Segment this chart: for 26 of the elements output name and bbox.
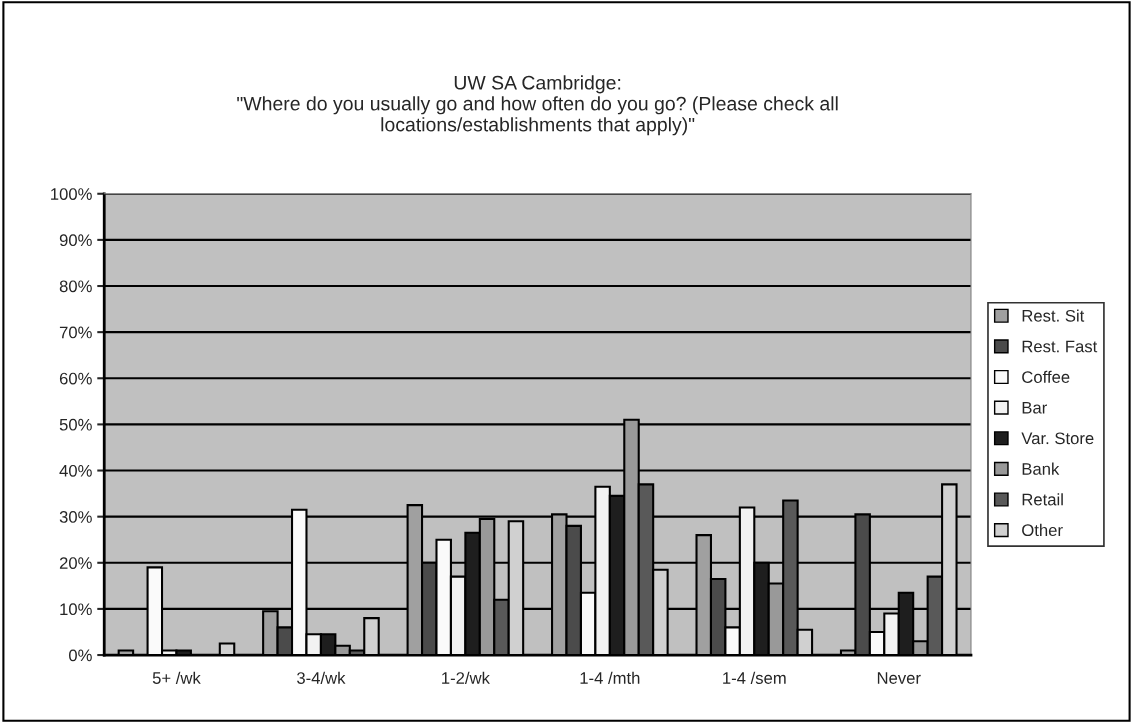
y-tick-label: 0% <box>68 649 92 662</box>
x-tick-label: 1-2/wk <box>442 671 490 684</box>
legend-label: Coffee <box>1022 370 1070 383</box>
legend-label: Var. Store <box>1021 432 1094 445</box>
x-tick-label: Never <box>877 672 921 684</box>
y-tick-label: 90% <box>59 234 92 247</box>
legend-label: Other <box>1022 523 1063 537</box>
y-tick-label: 10% <box>60 603 92 616</box>
legend-label: Rest. Fast <box>1022 340 1098 353</box>
legend-label: Bank <box>1022 462 1060 475</box>
x-tick-label: 1-4 /sem <box>723 671 786 684</box>
x-tick-label: 3-4/wk <box>297 671 346 684</box>
legend-label: Retail <box>1022 493 1063 506</box>
chart-title: UW SA Cambridge: "Where do you usually go and how often do you go? (Please check all locations/establishments that apply)" <box>237 75 838 136</box>
y-tick-label: 100% <box>51 188 92 200</box>
y-tick-label: 50% <box>59 418 92 431</box>
y-tick-label: 80% <box>59 280 92 293</box>
y-tick-label: 20% <box>59 557 92 569</box>
x-tick-label: 5+ /wk <box>152 671 201 684</box>
legend-label: Bar <box>1022 401 1047 414</box>
y-tick-label: 30% <box>59 511 92 523</box>
legend-label: Rest. Sit <box>1022 309 1085 322</box>
x-tick-label: 1-4 /mth <box>580 671 640 684</box>
y-tick-label: 70% <box>59 326 92 339</box>
y-tick-label: 60% <box>59 372 92 385</box>
y-tick-label: 40% <box>59 464 92 477</box>
